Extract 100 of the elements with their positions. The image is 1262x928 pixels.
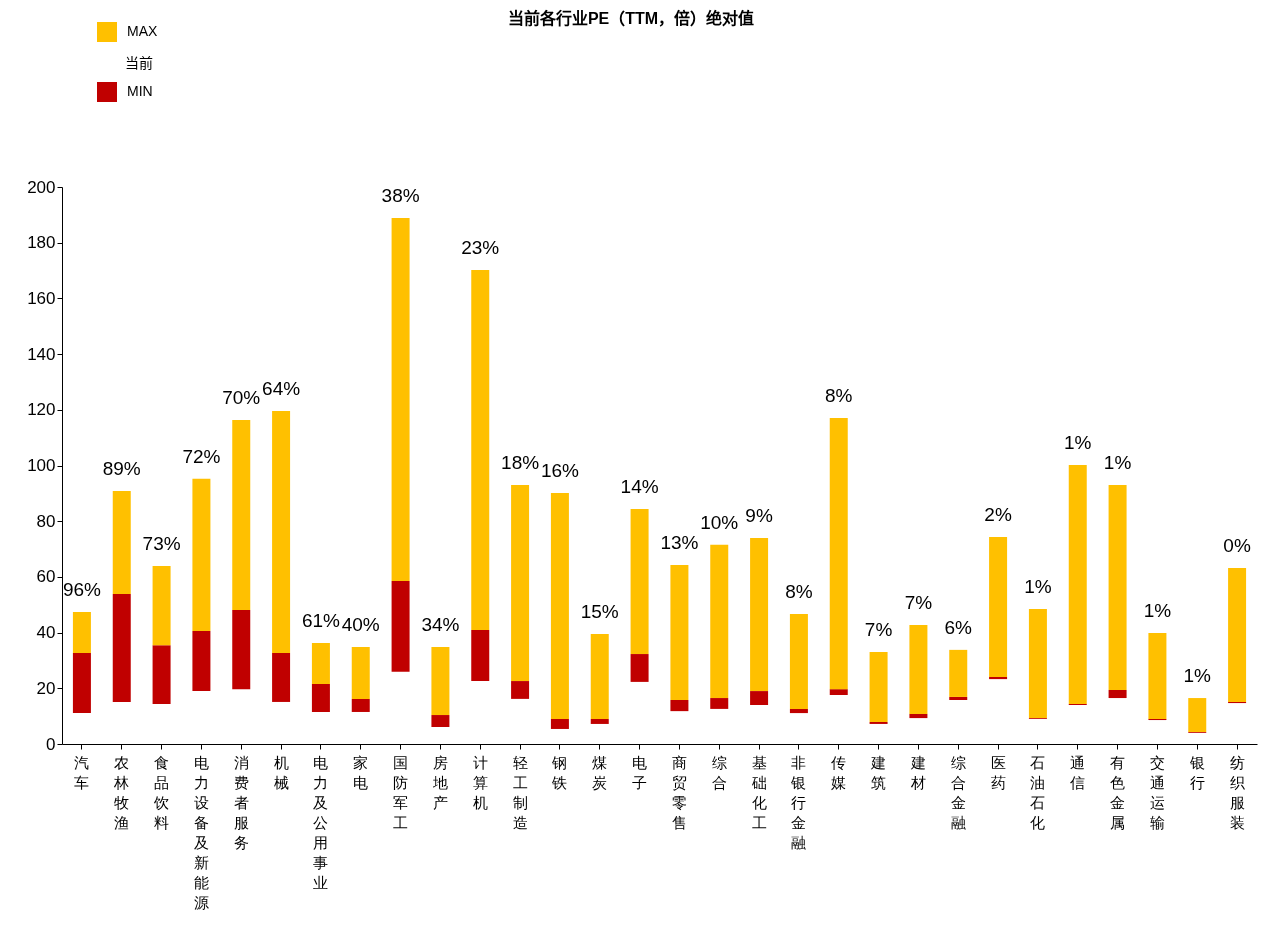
- bar: [232, 420, 251, 611]
- bar: [909, 625, 928, 714]
- bar: [1108, 689, 1127, 699]
- bar: [391, 217, 410, 582]
- text: 当前: [125, 54, 153, 72]
- bar: [590, 718, 609, 724]
- annotation: 1%: [1024, 575, 1052, 597]
- y-tick-label: 200: [27, 177, 56, 197]
- bar: [710, 544, 729, 699]
- x-tick-label: 食品饮料: [153, 753, 170, 831]
- bar: [670, 700, 689, 712]
- annotation: 1%: [1143, 599, 1172, 621]
- bar: [272, 410, 291, 653]
- bar: [789, 613, 808, 709]
- annotation: 8%: [785, 580, 813, 602]
- x-tick-label: 电力设备及新能源: [193, 753, 209, 911]
- bar: [710, 698, 729, 709]
- bar: [1108, 484, 1127, 690]
- bar: [670, 564, 689, 700]
- x-tick-label: 房地产: [431, 753, 448, 811]
- y-tick-label: 0: [46, 734, 56, 754]
- annotation: 61%: [301, 609, 341, 631]
- x-tick-label: 计算机: [472, 753, 488, 811]
- bar: [272, 652, 291, 702]
- bar: [1028, 608, 1047, 719]
- x-tick-label: 综合: [711, 753, 727, 791]
- bar: [351, 647, 370, 699]
- bar: [1188, 698, 1207, 733]
- bar: [909, 713, 928, 719]
- annotation: 6%: [944, 616, 973, 638]
- x-tick-label: 医药: [990, 753, 1006, 791]
- bar: [630, 508, 649, 655]
- annotation: 34%: [421, 614, 460, 636]
- legend-label: MIN: [127, 83, 153, 99]
- annotation: 9%: [745, 504, 773, 526]
- x-tick-label: 电子: [632, 753, 648, 791]
- annotation: 13%: [660, 531, 699, 553]
- bar: [1148, 632, 1167, 719]
- bar: [232, 610, 251, 690]
- bar: [192, 630, 211, 692]
- annotation: 7%: [864, 619, 893, 641]
- x-tick-label: 机械: [273, 753, 289, 791]
- y-tick-label: 140: [27, 344, 56, 364]
- x-tick-label: 银行: [1188, 753, 1205, 791]
- x-tick-label: 通信: [1070, 753, 1086, 791]
- bar: [1228, 567, 1247, 702]
- annotation: 40%: [341, 614, 380, 636]
- annotation: 8%: [825, 384, 853, 406]
- y-tick-label: 40: [36, 623, 56, 643]
- bar: [630, 654, 649, 682]
- annotation: 1%: [1103, 451, 1132, 473]
- x-tick-label: 交通运输: [1149, 753, 1165, 831]
- bar: [311, 684, 330, 712]
- annotation: 0%: [1223, 534, 1251, 556]
- bar: [112, 593, 131, 702]
- annotation: 1%: [1064, 431, 1092, 453]
- bar: [750, 537, 769, 692]
- x-tick-label: 轻工制造: [512, 753, 528, 831]
- x-tick-label: 建材: [909, 753, 926, 791]
- bar: [829, 689, 848, 695]
- bar: [72, 652, 91, 714]
- x-tick-label: 有色金属: [1110, 753, 1126, 831]
- x-tick-label: 钢铁: [551, 753, 568, 791]
- bar: [431, 715, 450, 728]
- bar: [989, 676, 1008, 680]
- x-tick-label: 石油石化: [1030, 753, 1046, 831]
- x-tick-label: 传媒: [831, 753, 847, 791]
- x-tick-label: 建筑: [870, 753, 887, 791]
- x-tick-label: 农林牧渔: [113, 753, 130, 831]
- bar: [72, 611, 91, 653]
- annotation: 1%: [1183, 665, 1212, 687]
- bar: [152, 566, 171, 646]
- annotation: 72%: [182, 445, 221, 467]
- bar: [311, 642, 330, 685]
- x-tick-label: 基础化工: [750, 753, 767, 831]
- x-tick-label: 纺织服装: [1229, 753, 1245, 831]
- bar: [949, 649, 968, 697]
- bar: [949, 696, 968, 700]
- annotation: 15%: [580, 600, 619, 622]
- annotation: 7%: [904, 592, 933, 614]
- annotation: 64%: [262, 377, 301, 399]
- annotation: 18%: [501, 451, 540, 473]
- bar: [550, 493, 569, 719]
- annotation: 23%: [461, 236, 500, 258]
- bar: [869, 652, 888, 722]
- x-tick-label: 电力及公用事业: [313, 753, 329, 891]
- bar: [750, 691, 769, 706]
- bar: [112, 491, 131, 594]
- y-tick-label: 20: [36, 678, 56, 698]
- annotation: 70%: [222, 387, 261, 409]
- annotation: 10%: [700, 511, 739, 533]
- legend-label: MAX: [127, 23, 158, 39]
- bar: [351, 698, 370, 712]
- bar: [471, 269, 490, 631]
- bar: [829, 417, 848, 690]
- x-tick-label: 国防军工: [393, 753, 409, 831]
- bar: [192, 478, 211, 631]
- x-tick-label: 非银行金融: [790, 753, 807, 851]
- annotation: 38%: [381, 184, 420, 206]
- bar: [1068, 464, 1087, 704]
